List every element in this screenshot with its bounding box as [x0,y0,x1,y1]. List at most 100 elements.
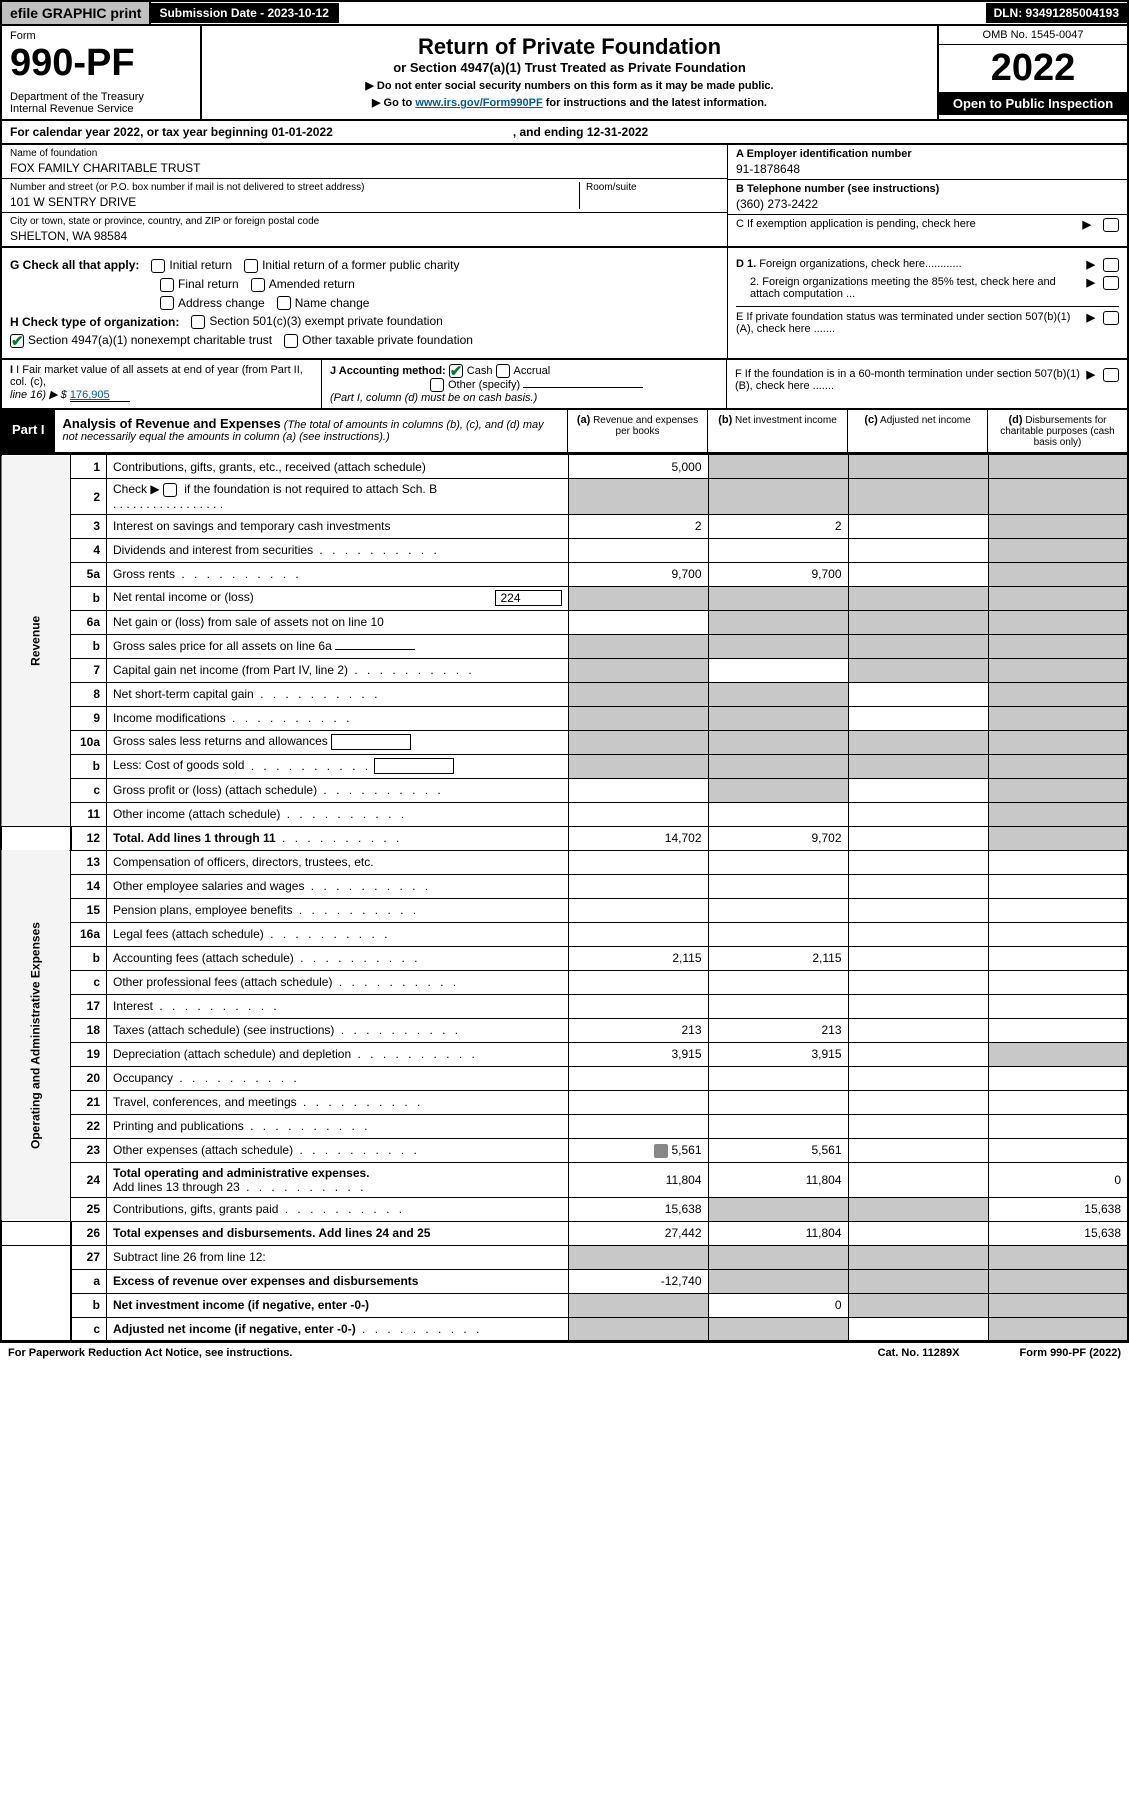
footer-right: Form 990-PF (2022) [1020,1347,1122,1359]
phone-row: B Telephone number (see instructions) (3… [728,180,1127,215]
cash-label: Cash [467,365,493,377]
l16c-desc: Other professional fees (attach schedule… [107,970,569,994]
checks-block: G Check all that apply: Initial return I… [0,248,1129,360]
part1-title: Analysis of Revenue and Expenses [63,416,281,431]
initial-label: Initial return [169,258,232,272]
other-checkbox[interactable] [430,378,444,392]
l13-desc: Compensation of officers, directors, tru… [107,850,569,874]
h-row: H Check type of organization: Section 50… [10,314,719,329]
g-row: G Check all that apply: Initial return I… [10,258,719,273]
l10b-num: b [71,754,107,778]
l7-desc: Capital gain net income (from Part IV, l… [107,658,569,682]
amended-checkbox[interactable] [251,278,265,292]
l19-b: 3,915 [708,1042,848,1066]
header-right: OMB No. 1545-0047 2022 Open to Public In… [937,26,1127,119]
l12-a: 14,702 [568,826,708,850]
open-public: Open to Public Inspection [939,92,1127,115]
e-label: E If private foundation status was termi… [736,311,1087,335]
l20-num: 20 [71,1066,107,1090]
form-header: Form 990-PF Department of the Treasury I… [0,26,1129,121]
footer-left: For Paperwork Reduction Act Notice, see … [8,1347,292,1359]
c-checkbox[interactable] [1103,218,1119,232]
schb-checkbox[interactable] [163,483,177,497]
part1-table: Revenue 1Contributions, gifts, grants, e… [0,454,1129,1342]
l18-num: 18 [71,1018,107,1042]
l6a-desc: Net gain or (loss) from sale of assets n… [107,610,569,634]
l16c-num: c [71,970,107,994]
id-left: Name of foundation FOX FAMILY CHARITABLE… [2,145,727,246]
f-checkbox[interactable] [1103,368,1119,382]
l26-num: 26 [71,1221,107,1245]
d2-checkbox[interactable] [1103,276,1119,290]
phone-label: B Telephone number (see instructions) [736,183,939,195]
h-label: H Check type of organization: [10,315,179,329]
submission-date: Submission Date - 2023-10-12 [151,3,338,23]
e-checkbox[interactable] [1103,311,1119,325]
l27-desc: Subtract line 26 from line 12: [107,1245,569,1269]
initial-former-checkbox[interactable] [244,259,258,273]
l16b-b: 2,115 [708,946,848,970]
s501-checkbox[interactable] [191,315,205,329]
col-d-head: (d) Disbursements for charitable purpose… [987,410,1127,452]
l2-desc: Check ▶ if the foundation is not require… [107,479,569,515]
accrual-checkbox[interactable] [496,364,510,378]
fmv-value[interactable]: 176,905 [70,389,130,402]
l16b-num: b [71,946,107,970]
l23-desc: Other expenses (attach schedule) [107,1138,569,1162]
addr-label: Number and street (or P.O. box number if… [10,182,579,193]
d2-label: 2. Foreign organizations meeting the 85%… [736,276,1087,300]
l5b-num: b [71,586,107,610]
city-label: City or town, state or province, country… [10,216,719,227]
l27b-num: b [71,1293,107,1317]
instr2-post: for instructions and the latest informat… [543,97,767,109]
s4947-checkbox[interactable] [10,334,24,348]
fmv-row: I I Fair market value of all assets at e… [0,360,1129,410]
l19-a: 3,915 [568,1042,708,1066]
l5a-num: 5a [71,562,107,586]
l24-d: 0 [988,1162,1128,1197]
i-label: I Fair market value of all assets at end… [10,364,303,388]
instr-2: ▶ Go to www.irs.gov/Form990PF for instru… [210,96,929,109]
expenses-label: Operating and Administrative Expenses [1,850,71,1221]
l9-num: 9 [71,706,107,730]
name-row: Name of foundation FOX FAMILY CHARITABLE… [2,145,727,179]
part1-label: Part I [2,410,55,452]
col-c-head: (c) Adjusted net income [847,410,987,452]
l26-desc: Total expenses and disbursements. Add li… [107,1221,569,1245]
l3-a: 2 [568,514,708,538]
l23-b: 5,561 [708,1138,848,1162]
l11-desc: Other income (attach schedule) [107,802,569,826]
irs-link[interactable]: www.irs.gov/Form990PF [415,97,542,109]
l1-num: 1 [71,455,107,479]
initial-former-label: Initial return of a former public charit… [262,258,459,272]
id-right: A Employer identification number 91-1878… [727,145,1127,246]
l10c-num: c [71,778,107,802]
name-change-checkbox[interactable] [277,296,291,310]
d1-checkbox[interactable] [1103,258,1119,272]
l25-a: 15,638 [568,1197,708,1221]
l20-desc: Occupancy [107,1066,569,1090]
l21-num: 21 [71,1090,107,1114]
initial-checkbox[interactable] [151,259,165,273]
l26-d: 15,638 [988,1221,1128,1245]
col-b-head: (b) Net investment income [707,410,847,452]
l8-num: 8 [71,682,107,706]
cash-checkbox[interactable] [449,364,463,378]
l5a-b: 9,700 [708,562,848,586]
other-tax-checkbox[interactable] [284,334,298,348]
l22-desc: Printing and publications [107,1114,569,1138]
phone: (360) 273-2422 [736,197,1119,211]
l10a-desc: Gross sales less returns and allowances [107,730,569,754]
attachment-icon[interactable] [654,1144,668,1158]
addr-change-checkbox[interactable] [160,296,174,310]
part1-desc: Analysis of Revenue and Expenses (The to… [55,410,567,452]
checks-right: D 1. D 1. Foreign organizations, check h… [727,248,1127,358]
amended-label: Amended return [269,277,355,291]
l19-num: 19 [71,1042,107,1066]
final-checkbox[interactable] [160,278,174,292]
l27c-num: c [71,1317,107,1341]
other-label: Other (specify) [448,379,520,391]
l22-num: 22 [71,1114,107,1138]
g-label: G Check all that apply: [10,258,139,272]
l10b-desc: Less: Cost of goods sold [107,754,569,778]
